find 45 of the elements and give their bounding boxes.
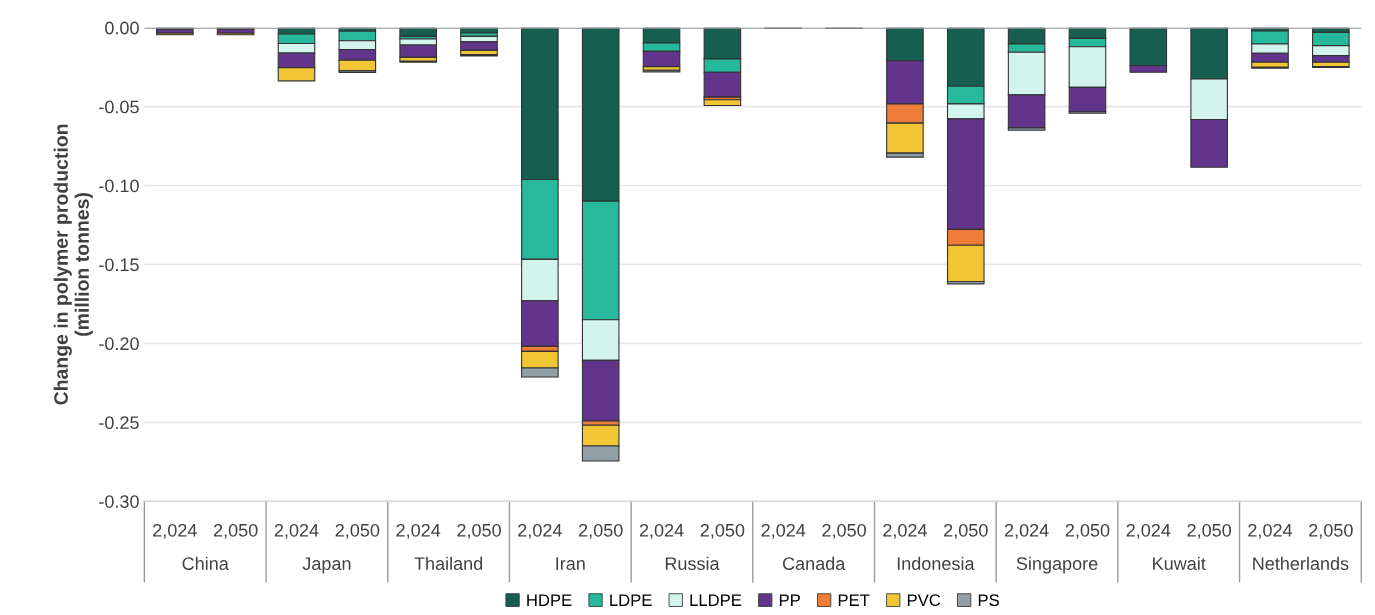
x-tick-label: 2,024: [1248, 523, 1293, 539]
x-tick-label: 2,050: [822, 523, 866, 539]
text: Thailand: [414, 556, 483, 570]
x-tick-label: 2,024: [396, 523, 441, 539]
x-tick-label: 2,024: [518, 523, 562, 539]
text: Indonesia: [897, 556, 975, 570]
x-tick-label: 2,050: [213, 523, 258, 539]
legend-label: PET: [838, 594, 870, 606]
y-tick-label: -0.05: [99, 100, 139, 114]
x-tick-label: 2,050: [579, 523, 623, 539]
x-tick-label: 2,024: [1004, 523, 1049, 539]
text: Russia: [665, 556, 720, 570]
text: Singapore: [1016, 556, 1098, 574]
y-tick-label: -0.20: [99, 337, 139, 351]
legend-label: PS: [978, 594, 999, 607]
x-tick-label: 2,050: [1187, 523, 1232, 539]
x-tick-label: 2,050: [457, 523, 501, 539]
text: Kuwait: [1153, 556, 1206, 570]
x-tick-label: 2,050: [1065, 523, 1110, 539]
y-tick-label: -0.15: [99, 258, 139, 272]
x-tick-label: 2,050: [335, 523, 380, 539]
y-axis-title: Change in polymer production (million tonnes): [53, 124, 93, 405]
x-tick-label: 2,050: [700, 523, 745, 539]
x-tick-label: 2,024: [274, 523, 319, 539]
x-tick-label: 2,024: [639, 523, 684, 539]
text: Canada: [782, 556, 846, 570]
legend-label: HDPE: [527, 594, 572, 606]
y-tick-label: 0.00: [105, 21, 139, 35]
text: China: [182, 556, 229, 570]
legend-label: PVC: [907, 594, 941, 607]
text: Netherlands: [1253, 556, 1349, 570]
x-tick-label: 2,050: [1309, 523, 1353, 539]
y-tick-label: -0.25: [99, 416, 139, 430]
y-tick-label: -0.10: [99, 179, 139, 193]
legend-label: PP: [779, 594, 800, 606]
legend-label: LLDPE: [690, 594, 742, 606]
text: Iran: [556, 557, 585, 570]
text: Japan: [302, 557, 351, 574]
x-tick-label: 2,024: [761, 523, 806, 539]
legend-label: LDPE: [610, 594, 652, 606]
x-tick-label: 2,024: [883, 523, 927, 539]
x-tick-label: 2,024: [1126, 523, 1171, 539]
y-tick-label: -0.30: [99, 495, 139, 508]
x-tick-label: 2,024: [153, 523, 197, 539]
x-tick-label: 2,050: [944, 523, 988, 539]
